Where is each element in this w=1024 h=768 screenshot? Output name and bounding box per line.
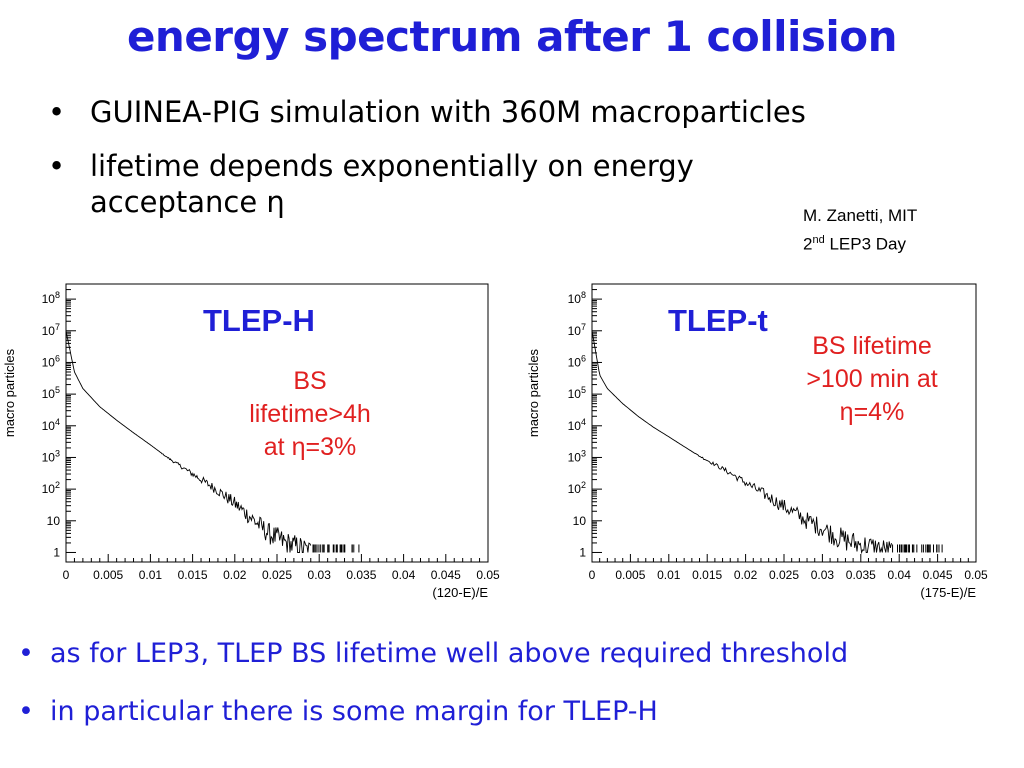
x-tick-label: 0 [63, 568, 70, 582]
bullet-dot: • [48, 149, 66, 183]
y-axis-label: macro particles [526, 348, 541, 437]
x-tick-label: 0.005 [93, 568, 123, 582]
y-tick-label: 104 [42, 417, 60, 433]
bullet-text: in particular there is some margin for T… [50, 696, 658, 727]
x-axis-label: (175-E)/E [920, 585, 976, 600]
x-tick-label: 0.03 [308, 568, 332, 582]
credit-line-2: 2nd LEP3 Day [803, 234, 906, 254]
chart-right: 0 0.005 0.01 0.015 0.02 0.025 0.03 0.035 0.04 0.0… [526, 283, 988, 600]
x-tick-label: 0.025 [262, 568, 292, 582]
annotation-line: BS lifetime [812, 332, 932, 360]
annotation-line: η=4% [839, 398, 905, 426]
slide-title: energy spectrum after 1 collision [126, 12, 898, 61]
y-tick-label: 1 [579, 545, 586, 559]
chart-right-annotation: BS lifetime >100 min at η=4% [772, 330, 972, 429]
top-bullet-list: • GUINEA-PIG simulation with 360M macropa… [48, 94, 808, 220]
chart-left-annotation: BS lifetime>4h at η=3% [210, 365, 410, 464]
bullet-text: lifetime depends exponentially on energy… [90, 149, 694, 219]
y-tick-label: 104 [568, 417, 586, 433]
x-tick-label: 0.045 [923, 568, 953, 582]
x-tick-label: 0.025 [769, 568, 799, 582]
bullet-item: • lifetime depends exponentially on energ… [48, 148, 808, 220]
y-tick-label: 103 [42, 448, 60, 464]
x-tick-label: 0.04 [888, 568, 912, 582]
x-tick-label: 0.045 [431, 568, 461, 582]
bullet-item: • in particular there is some margin for … [18, 694, 1018, 730]
bullet-text: as for LEP3, TLEP BS lifetime well above… [50, 638, 849, 669]
spectrum-series-line [591, 315, 892, 555]
bullet-dot: • [18, 638, 34, 669]
bullet-item: • as for LEP3, TLEP BS lifetime well abov… [18, 636, 1018, 672]
x-tick-label: 0.04 [392, 568, 416, 582]
annotation-line: BS [293, 367, 327, 395]
y-tick-label: 108 [42, 290, 60, 306]
bullet-item: • GUINEA-PIG simulation with 360M macropa… [48, 94, 808, 130]
x-tick-label: 0.005 [615, 568, 645, 582]
y-tick-label: 108 [568, 290, 586, 306]
x-tick-label: 0.015 [692, 568, 722, 582]
y-tick-label: 10 [573, 514, 587, 528]
bullet-dot: • [18, 696, 34, 727]
chart-left-name: TLEP-H [203, 303, 315, 338]
y-tick-label: 102 [42, 480, 60, 496]
x-tick-label: 0.035 [846, 568, 876, 582]
y-tick-label: 1 [53, 545, 60, 559]
spectrum-series-line [65, 315, 312, 553]
bottom-bullet-list: • as for LEP3, TLEP BS lifetime well abov… [18, 636, 1018, 752]
annotation-line: at η=3% [263, 433, 357, 461]
credit: M. Zanetti, MIT 2nd LEP3 Day [803, 203, 917, 257]
x-tick-label: 0.05 [964, 568, 988, 582]
credit-line-1: M. Zanetti, MIT [803, 206, 918, 225]
y-tick-label: 105 [568, 385, 586, 401]
x-tick-label: 0.01 [657, 568, 681, 582]
x-tick-label: 0.015 [178, 568, 208, 582]
chart-left: 0 0.005 0.01 0.015 0.02 0.025 0.03 0.035 0.04 0.0… [2, 283, 500, 600]
y-tick-label: 10 [47, 514, 61, 528]
x-tick-label: 0.02 [223, 568, 247, 582]
y-axis-label: macro particles [2, 348, 17, 437]
x-tick-label: 0.02 [734, 568, 758, 582]
bullet-dot: • [48, 95, 66, 129]
x-axis-label: (120-E)/E [432, 585, 488, 600]
x-tick-label: 0.05 [476, 568, 500, 582]
y-tick-label: 106 [42, 353, 60, 369]
annotation-line: lifetime>4h [249, 400, 371, 428]
y-tick-label: 105 [42, 385, 60, 401]
y-tick-label: 107 [42, 322, 60, 338]
bullet-text: GUINEA-PIG simulation with 360M macropar… [90, 95, 806, 129]
x-tick-label: 0.01 [139, 568, 163, 582]
x-tick-label: 0.035 [346, 568, 376, 582]
chart-right-name: TLEP-t [668, 303, 768, 338]
x-tick-label: 0.03 [811, 568, 835, 582]
y-tick-label: 103 [568, 448, 586, 464]
y-tick-label: 102 [568, 480, 586, 496]
y-tick-label: 107 [568, 322, 586, 338]
annotation-line: >100 min at [806, 365, 938, 393]
y-tick-label: 106 [568, 353, 586, 369]
x-tick-label: 0 [589, 568, 596, 582]
